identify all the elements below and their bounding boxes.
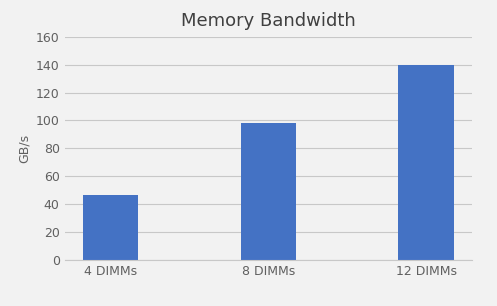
Bar (83, 195, 138, 260)
Bar (241, 123, 296, 260)
Bar (399, 65, 454, 260)
Y-axis label: GB/s: GB/s (17, 134, 30, 163)
Title: Memory Bandwidth: Memory Bandwidth (181, 12, 356, 30)
